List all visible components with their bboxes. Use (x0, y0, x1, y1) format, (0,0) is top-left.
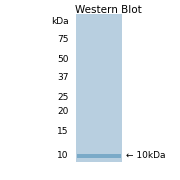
Text: 20: 20 (57, 107, 68, 116)
Text: 37: 37 (57, 73, 68, 82)
Text: 25: 25 (57, 93, 68, 102)
Text: 75: 75 (57, 35, 68, 44)
Bar (77, 154, 121, 158)
Text: 50: 50 (57, 55, 68, 64)
Bar (76, 14, 122, 162)
Text: kDa: kDa (51, 17, 68, 26)
Text: ← 10kDa: ← 10kDa (126, 151, 165, 160)
Text: Western Blot: Western Blot (75, 5, 141, 15)
Text: 15: 15 (57, 127, 68, 136)
Text: 10: 10 (57, 151, 68, 160)
